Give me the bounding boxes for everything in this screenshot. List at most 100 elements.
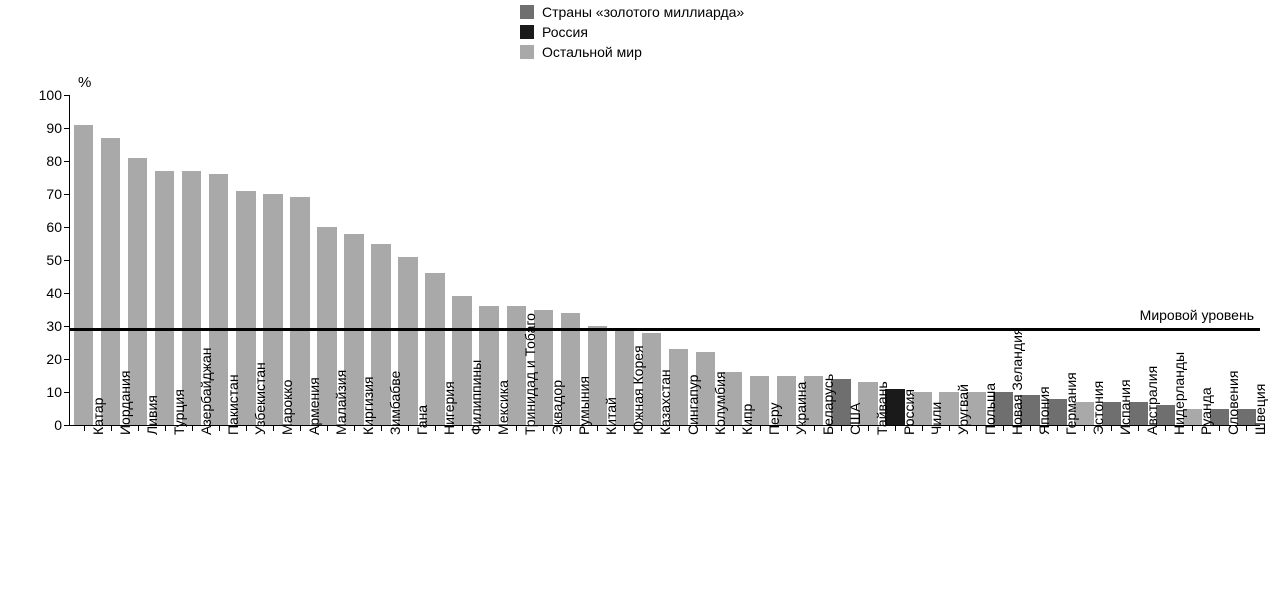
y-tick-label: 50 — [12, 252, 62, 268]
reference-line-label: Мировой уровень — [1138, 307, 1256, 323]
x-axis-label: Швеция — [1252, 384, 1268, 435]
y-tick-mark — [64, 95, 70, 96]
x-tick-mark — [1057, 425, 1058, 431]
x-axis-label: Руанда — [1198, 387, 1214, 435]
y-tick-mark — [64, 359, 70, 360]
x-tick-mark — [543, 425, 544, 431]
x-axis-label: Тайвань — [874, 381, 890, 435]
x-tick-mark — [1003, 425, 1004, 431]
x-axis-label: Россия — [901, 389, 917, 435]
x-axis-label: Армения — [306, 377, 322, 435]
x-axis-label: Казахстан — [657, 369, 673, 435]
x-axis-label: Словения — [1225, 371, 1241, 435]
x-axis-label: Эквадор — [549, 380, 565, 435]
x-axis-label: Польша — [982, 383, 998, 435]
x-axis-label: Япония — [1036, 386, 1052, 435]
x-tick-mark — [84, 425, 85, 431]
x-axis-label: Уругвай — [955, 384, 971, 435]
x-axis-label: США — [847, 403, 863, 435]
x-axis-label: Германия — [1063, 372, 1079, 435]
y-tick-label: 10 — [12, 384, 62, 400]
x-axis-label: Мексика — [495, 380, 511, 435]
x-tick-mark — [381, 425, 382, 431]
x-tick-mark — [1246, 425, 1247, 431]
x-axis-label: Марокко — [279, 380, 295, 435]
y-tick-mark — [64, 326, 70, 327]
y-tick-label: 60 — [12, 219, 62, 235]
x-axis-label: Нигерия — [441, 381, 457, 435]
x-axis-label: Эстония — [1090, 381, 1106, 435]
x-tick-mark — [1030, 425, 1031, 431]
x-tick-mark — [895, 425, 896, 431]
y-tick-mark — [64, 260, 70, 261]
y-tick-label: 70 — [12, 186, 62, 202]
x-tick-mark — [1219, 425, 1220, 431]
legend-label: Россия — [542, 24, 588, 40]
x-tick-mark — [976, 425, 977, 431]
x-tick-mark — [354, 425, 355, 431]
x-axis-label: Азербайджан — [198, 347, 214, 435]
x-tick-mark — [111, 425, 112, 431]
x-axis-label: Беларусь — [820, 374, 836, 435]
x-axis-label: Филиппины — [468, 360, 484, 435]
x-tick-mark — [597, 425, 598, 431]
x-tick-mark — [733, 425, 734, 431]
x-tick-mark — [408, 425, 409, 431]
y-tick-mark — [64, 194, 70, 195]
x-axis-label: Иордания — [117, 371, 133, 435]
x-tick-mark — [1165, 425, 1166, 431]
x-axis-label: Румыния — [576, 376, 592, 435]
y-tick-label: 80 — [12, 153, 62, 169]
x-axis-label: Перу — [766, 403, 782, 435]
x-tick-mark — [246, 425, 247, 431]
x-axis-label: Киргизия — [360, 376, 376, 435]
y-tick-mark — [64, 128, 70, 129]
x-tick-mark — [706, 425, 707, 431]
y-tick-label: 100 — [12, 87, 62, 103]
reference-line — [70, 328, 1260, 331]
x-axis-label: Колумбия — [712, 371, 728, 435]
x-tick-mark — [300, 425, 301, 431]
legend-swatch-icon — [520, 45, 534, 59]
x-axis-label: Ливия — [144, 395, 160, 435]
x-tick-mark — [516, 425, 517, 431]
y-tick-label: 30 — [12, 318, 62, 334]
x-axis-label: Новая Зеландия — [1009, 328, 1025, 435]
x-axis-label: Узбекистан — [252, 362, 268, 435]
legend-swatch-icon — [520, 25, 534, 39]
legend-item: Страны «золотого миллиарда» — [520, 2, 744, 22]
x-tick-mark — [787, 425, 788, 431]
x-tick-mark — [192, 425, 193, 431]
x-axis-label: Украина — [793, 382, 809, 435]
x-tick-mark — [462, 425, 463, 431]
x-tick-mark — [489, 425, 490, 431]
x-tick-mark — [841, 425, 842, 431]
y-tick-mark — [64, 227, 70, 228]
y-tick-mark — [64, 293, 70, 294]
x-axis-label: Зимбабве — [387, 371, 403, 435]
x-tick-mark — [651, 425, 652, 431]
y-tick-label: 0 — [12, 417, 62, 433]
x-tick-mark — [949, 425, 950, 431]
legend: Страны «золотого миллиарда» Россия Остал… — [520, 2, 744, 62]
x-tick-mark — [219, 425, 220, 431]
x-axis-label: Кипр — [739, 404, 755, 435]
x-tick-mark — [165, 425, 166, 431]
x-axis-label: Турция — [171, 389, 187, 435]
x-tick-mark — [1111, 425, 1112, 431]
x-tick-mark — [624, 425, 625, 431]
y-axis-title: % — [78, 74, 91, 91]
x-axis-label: Нидерланды — [1171, 352, 1187, 435]
y-tick-label: 20 — [12, 351, 62, 367]
x-tick-mark — [760, 425, 761, 431]
x-axis-label: Малайзия — [333, 370, 349, 435]
x-tick-mark — [138, 425, 139, 431]
bar — [74, 125, 93, 425]
legend-item: Остальной мир — [520, 42, 744, 62]
x-axis-label: Испания — [1117, 379, 1133, 435]
y-tick-mark — [64, 392, 70, 393]
x-axis-label: Тринидад и Тобаго — [522, 313, 538, 435]
x-axis-label: Южная Корея — [630, 345, 646, 435]
bar — [155, 171, 174, 425]
y-tick-mark — [64, 425, 70, 426]
